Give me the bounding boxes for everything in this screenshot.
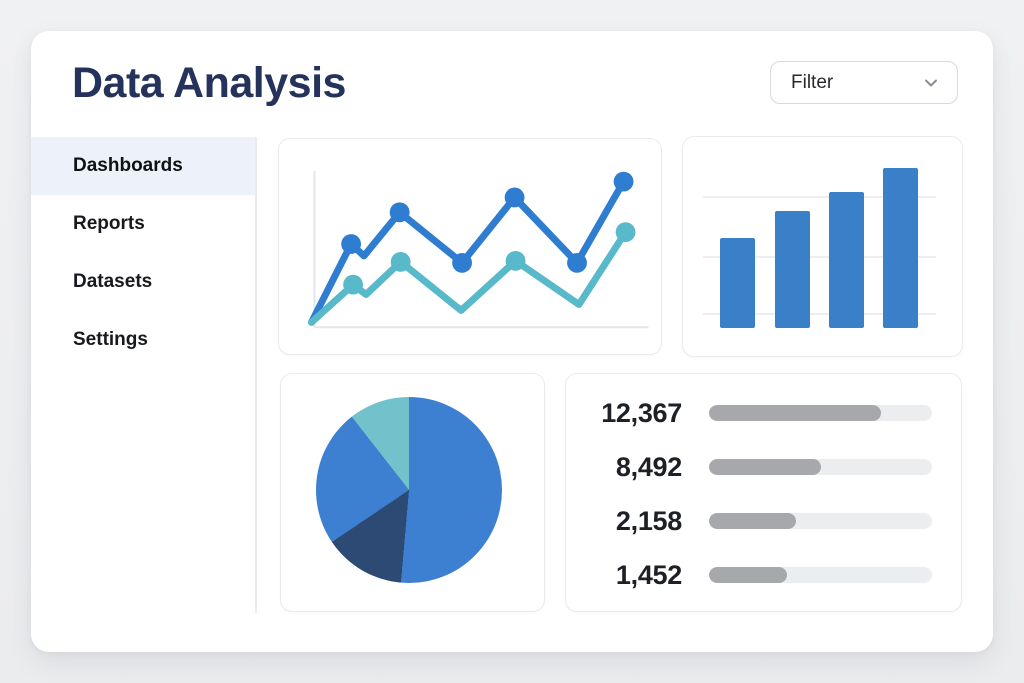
series-blue-point <box>341 234 362 254</box>
stats-list: 12,367 8,492 2,158 1,452 <box>566 374 961 611</box>
bar <box>775 211 810 328</box>
stats-panel: 12,367 8,492 2,158 1,452 <box>565 373 962 612</box>
bar <box>829 192 864 328</box>
progress-track <box>709 567 932 583</box>
series-teal-point <box>615 222 636 243</box>
filter-dropdown[interactable]: Filter <box>770 61 958 104</box>
progress-track <box>709 405 932 421</box>
series-teal-point <box>390 251 411 272</box>
series-teal-point <box>343 274 363 295</box>
stat-row: 8,492 <box>566 450 932 484</box>
gridline <box>703 256 936 258</box>
pie-chart <box>316 397 502 583</box>
bar <box>720 238 755 328</box>
series-blue-point <box>567 252 587 273</box>
progress-track <box>709 513 932 529</box>
stat-value: 2,158 <box>615 505 682 536</box>
stat-value: 1,452 <box>615 559 682 590</box>
sidebar-item-datasets[interactable]: Datasets <box>31 253 255 311</box>
series-blue-point <box>613 171 634 192</box>
page-title: Data Analysis <box>72 59 346 107</box>
stat-value: 12,367 <box>601 397 682 428</box>
series-blue-point <box>452 252 472 273</box>
stat-row: 12,367 <box>566 396 932 430</box>
sidebar-item-dashboards[interactable]: Dashboards <box>31 137 255 195</box>
stat-row: 1,452 <box>566 558 932 592</box>
sidebar: Dashboards Reports Datasets Settings <box>31 137 255 369</box>
series-blue-point <box>504 187 525 208</box>
progress-fill <box>709 513 796 529</box>
progress-fill <box>709 459 821 475</box>
pie-chart-panel <box>280 373 545 612</box>
sidebar-item-label: Datasets <box>73 271 153 292</box>
filter-dropdown-label: Filter <box>791 71 834 93</box>
stat-value: 8,492 <box>615 451 682 482</box>
gridline <box>703 196 936 198</box>
line-chart-panel <box>278 138 662 355</box>
sidebar-divider <box>255 137 257 613</box>
bar-chart <box>683 137 962 356</box>
chevron-down-icon <box>925 79 937 86</box>
sidebar-item-label: Settings <box>73 329 148 350</box>
bar-chart-panel <box>682 136 963 357</box>
stat-row: 2,158 <box>566 504 932 538</box>
sidebar-item-label: Reports <box>73 213 145 234</box>
progress-fill <box>709 405 881 421</box>
bar <box>883 168 918 328</box>
progress-fill <box>709 567 788 583</box>
series-blue-point <box>389 202 410 223</box>
series-teal-point <box>505 250 526 271</box>
gridline <box>703 313 936 315</box>
progress-track <box>709 459 932 475</box>
sidebar-item-label: Dashboards <box>73 155 183 176</box>
line-chart <box>308 170 649 329</box>
dashboard-card: Data Analysis Filter Dashboards Reports Da… <box>31 31 993 652</box>
sidebar-item-reports[interactable]: Reports <box>31 195 255 253</box>
sidebar-item-settings[interactable]: Settings <box>31 311 255 369</box>
